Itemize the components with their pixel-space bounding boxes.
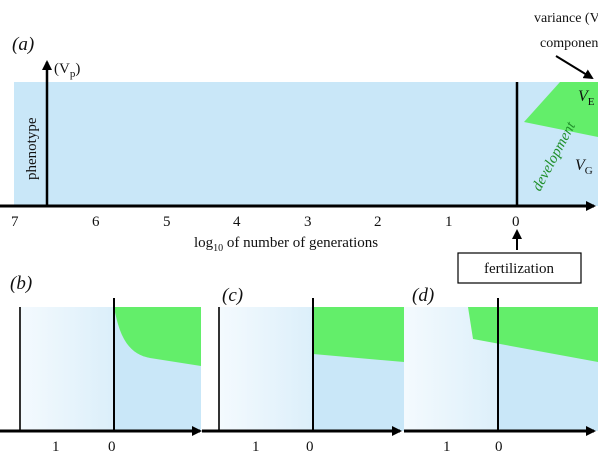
panel-c-ve-area <box>313 307 404 362</box>
ve-label: VE <box>578 88 595 108</box>
panel-d-ve-area <box>468 307 598 362</box>
panel-b-tick-1: 1 <box>52 439 60 455</box>
panel-c-tick-1: 1 <box>252 439 260 455</box>
x-tick-0: 0 <box>512 214 520 230</box>
panel-b-ve-area <box>114 307 201 366</box>
panel-d-tick-1: 1 <box>443 439 451 455</box>
fertilization-box <box>457 252 582 284</box>
panel-d: (d) 1 0 <box>404 285 598 455</box>
x-tick-7: 7 <box>11 214 19 230</box>
panel-c-tick-0: 0 <box>306 439 314 455</box>
variance-components-title-line2: components <box>540 36 598 51</box>
x-tick-5: 5 <box>163 214 171 230</box>
ve-component-area <box>524 82 598 137</box>
panel-d-tick-0: 0 <box>495 439 503 455</box>
x-tick-1: 1 <box>445 214 453 230</box>
panel-b-tick-0: 0 <box>108 439 116 455</box>
phenotype-region <box>14 82 598 206</box>
fertilization-label: fertilization <box>484 261 554 277</box>
y-axis-label: (Vp) <box>54 61 80 80</box>
panel-b: (b) 1 0 <box>0 273 202 455</box>
x-tick-2: 2 <box>374 214 382 230</box>
panel-c-label: (c) <box>222 285 243 306</box>
panel-a: (a) (Vp) phenotype development variance … <box>0 11 598 284</box>
panel-c: (c) 1 0 <box>202 285 404 455</box>
panel-a-label: (a) <box>12 34 34 55</box>
x-axis-label: log10 of number of generations <box>194 235 378 254</box>
x-tick-labels: 7 6 5 4 3 2 1 0 <box>11 214 520 230</box>
x-tick-4: 4 <box>233 214 241 230</box>
variance-pointer-arrow <box>555 55 594 80</box>
x-tick-6: 6 <box>92 214 100 230</box>
panel-b-label: (b) <box>10 273 32 294</box>
variance-components-title: variance (Vp) <box>534 11 598 29</box>
vg-label: VG <box>575 157 593 177</box>
phenotype-label: phenotype <box>24 117 40 180</box>
x-tick-3: 3 <box>304 214 312 230</box>
panel-d-label: (d) <box>412 285 434 306</box>
